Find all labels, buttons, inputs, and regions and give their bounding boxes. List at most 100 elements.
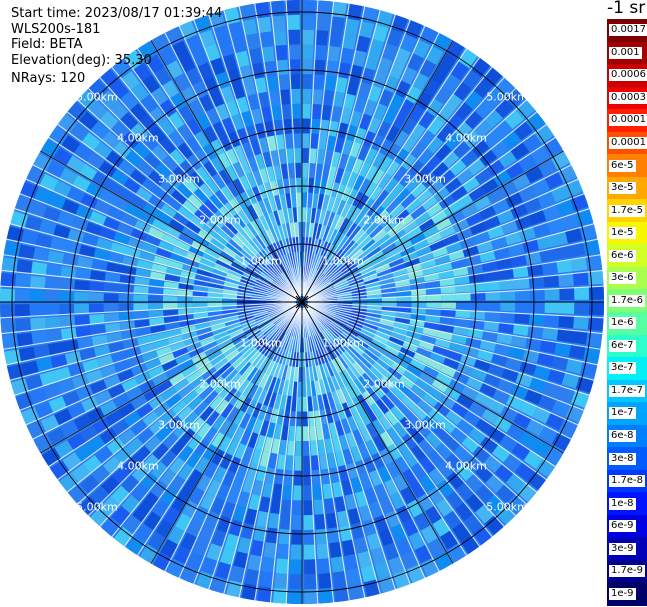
- ray-gate: [325, 512, 338, 529]
- ray-separator: [307, 302, 603, 335]
- ray-gate: [205, 178, 220, 194]
- ray-gate: [224, 319, 240, 327]
- ray-gate: [358, 234, 372, 248]
- ray-gate: [332, 319, 346, 330]
- ray-gate: [422, 392, 439, 408]
- ray-gate: [455, 310, 471, 319]
- ray-gate: [369, 185, 383, 201]
- ray-gate: [266, 75, 279, 92]
- ray-gate: [238, 228, 252, 243]
- colorbar-tick-label: 1.7e-7: [609, 384, 646, 397]
- ray-gate: [297, 396, 302, 412]
- ray-separator: [25, 303, 297, 426]
- ray-gate: [203, 76, 219, 94]
- ray-gate: [456, 482, 475, 501]
- ray-gate: [292, 381, 298, 397]
- colorbar-tick-label: 1.7e-8: [609, 475, 646, 488]
- ray-gate: [565, 358, 583, 375]
- ray-gate: [189, 487, 206, 506]
- ray-gate: [410, 313, 426, 321]
- ray-gate: [29, 304, 45, 317]
- ray-gate: [428, 408, 445, 424]
- ray-separator: [137, 48, 300, 298]
- ray-gate: [431, 246, 449, 258]
- ray-gate: [86, 407, 105, 424]
- ray-gate: [268, 512, 280, 529]
- ray-separator: [307, 303, 585, 411]
- ray-gate: [270, 361, 279, 377]
- ray-gate: [439, 225, 456, 239]
- ray-gate: [544, 288, 560, 301]
- ray-gate: [289, 574, 302, 590]
- ray-gate: [140, 472, 159, 491]
- ray-gate: [243, 381, 255, 397]
- ray-gate: [385, 389, 401, 405]
- ray-gate: [10, 210, 29, 228]
- ray-gate: [487, 426, 506, 444]
- ray-gate: [287, 207, 294, 223]
- colorbar-tick-label: 1.7e-5: [609, 204, 646, 217]
- ray-gate: [531, 178, 550, 196]
- ray-gate: [207, 243, 223, 255]
- ray-gate: [282, 118, 292, 135]
- ray-gate: [405, 410, 422, 427]
- ray-gate: [261, 270, 275, 282]
- ray-gate: [179, 160, 195, 177]
- ray-gate: [335, 420, 346, 437]
- ray-gate: [438, 169, 456, 186]
- ray-gate: [18, 244, 36, 260]
- range-ring-label: 4.00km: [117, 459, 159, 473]
- ray-gate: [313, 178, 321, 194]
- ray-gate: [263, 324, 276, 336]
- ray-gate: [247, 204, 259, 220]
- ray-gate: [439, 393, 456, 409]
- ray-gate: [210, 323, 226, 332]
- ray-gate: [159, 137, 176, 155]
- ray-gate: [411, 405, 428, 421]
- ray-gate: [141, 350, 159, 363]
- ray-gate: [496, 333, 513, 345]
- ray-gate: [265, 229, 276, 244]
- ray-gate: [440, 309, 456, 317]
- ray-gate: [365, 315, 381, 323]
- ray-gate: [375, 330, 391, 340]
- ray-gate: [258, 233, 269, 248]
- ray-gate: [319, 454, 329, 470]
- ray-gate: [204, 390, 219, 406]
- ray-gate: [480, 436, 499, 454]
- ray-separator: [305, 57, 480, 298]
- ray-gate: [574, 302, 590, 315]
- ray-gate: [162, 432, 180, 450]
- ray-separator: [301, 307, 319, 604]
- ray-gate: [240, 397, 253, 413]
- ray-gate: [473, 230, 491, 244]
- ray-gate: [334, 167, 344, 184]
- ray-gate: [257, 277, 272, 286]
- ray-gate: [247, 432, 259, 449]
- ray-gate: [59, 167, 78, 186]
- ray-gate: [81, 132, 101, 151]
- ray-gate: [350, 476, 364, 494]
- ray-gate: [98, 90, 119, 110]
- ray-gate: [479, 382, 497, 398]
- ray-gate: [242, 364, 255, 379]
- ray-gate: [236, 127, 249, 145]
- ray-gate: [453, 81, 472, 101]
- ray-separator: [307, 304, 572, 440]
- ray-gate: [273, 363, 282, 379]
- ray-separator: [306, 304, 556, 467]
- ray-separator: [302, 3, 350, 297]
- ray-gate: [89, 281, 105, 292]
- ray-gate: [313, 499, 325, 515]
- ray-gate: [336, 309, 352, 315]
- ray-gate: [352, 50, 367, 67]
- ray-gate: [512, 324, 529, 336]
- ray-gate: [346, 431, 358, 449]
- ray-gate: [136, 160, 154, 178]
- ray-gate: [327, 266, 340, 278]
- ray-gate: [452, 522, 471, 542]
- ray-gate: [295, 426, 302, 442]
- ray-gate: [364, 242, 379, 255]
- ray-gate: [322, 362, 331, 378]
- ray-gate: [369, 469, 383, 487]
